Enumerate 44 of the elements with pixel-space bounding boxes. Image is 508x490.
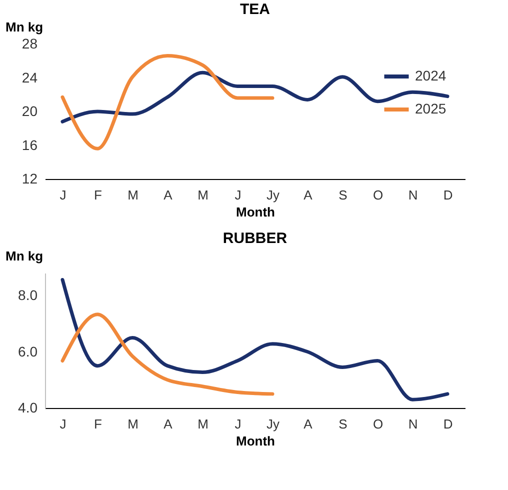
y-tick-label: 4.0 [18,400,38,416]
x-tick-label: M [128,188,138,202]
legend-label: 2025 [415,100,446,116]
x-tick-label: S [338,188,348,202]
y-tick-label: 16 [22,136,38,153]
x-tick-label: M [128,416,138,432]
x-tick-label: M [198,416,208,432]
x-tick-label: N [408,416,418,432]
x-tick-label: N [408,188,418,202]
x-tick-label: D [443,188,453,202]
x-tick-label: S [338,416,348,432]
y-tick-label: 20 [22,103,38,119]
x-tick-label: A [164,188,173,202]
x-tick-label: J [234,416,242,432]
x-axis-title: Month [236,434,276,448]
x-tick-label: A [304,416,313,432]
x-tick-label: A [164,416,173,432]
chart-title: TEA [240,1,270,18]
y-tick-label: 24 [22,69,38,86]
x-tick-label: J [234,188,242,202]
x-tick-label: F [94,416,102,432]
x-tick-label: J [60,188,66,202]
x-tick-label: A [304,188,313,202]
x-tick-label: Jy [266,416,280,432]
line-series [60,312,274,396]
x-axis-title: Month [236,204,276,220]
y-axis-title: Mn kg [6,20,44,34]
line-series [60,54,274,150]
y-axis-title: Mn kg [6,248,44,264]
y-tick-label: 6.0 [18,343,38,360]
x-tick-label: F [94,188,102,202]
y-tick-label: 8.0 [18,287,38,303]
y-tick-label: 28 [22,36,38,52]
x-tick-label: J [60,416,66,432]
x-tick-label: D [443,416,453,432]
x-tick-label: O [372,416,384,432]
x-tick-label: O [372,188,384,202]
legend-label: 2024 [415,68,446,84]
x-tick-label: M [198,188,208,202]
line-series [60,278,450,402]
x-tick-label: Jy [266,188,280,202]
y-tick-label: 12 [22,170,38,186]
line-series [60,70,450,124]
chart-title: RUBBER [222,230,288,247]
